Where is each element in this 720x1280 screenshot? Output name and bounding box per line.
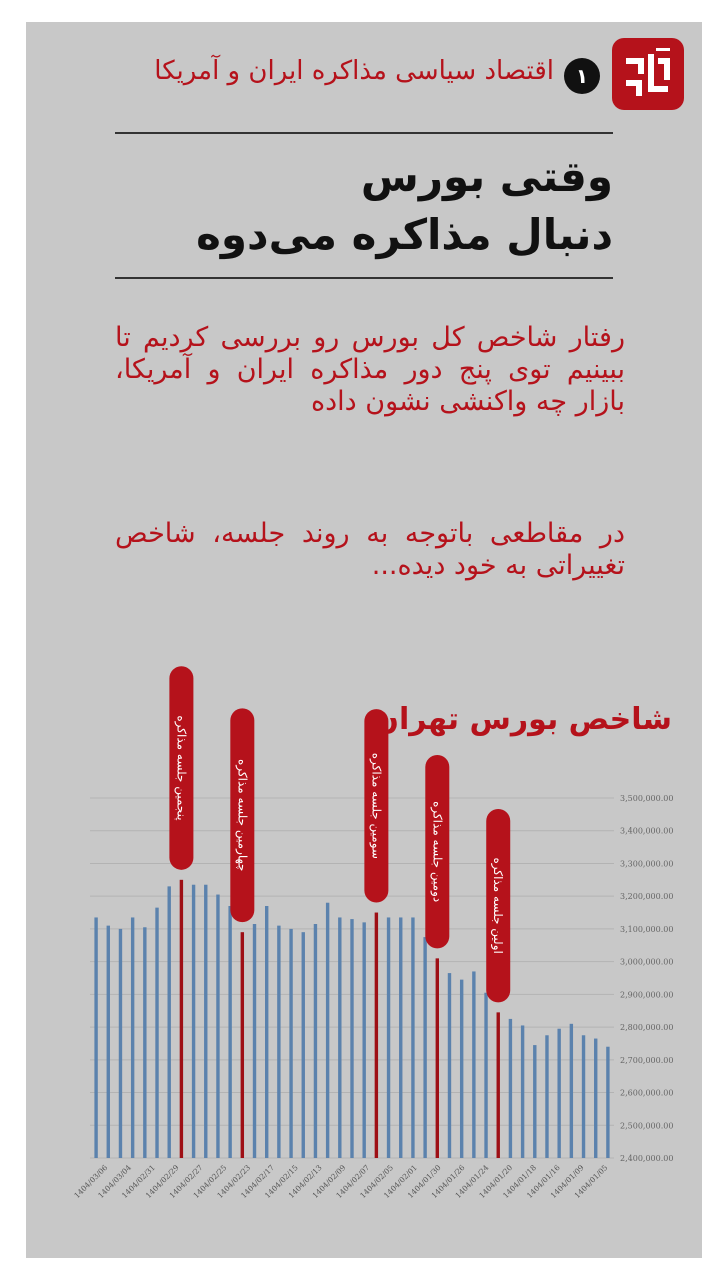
annotation-label: پنجمین جلسه مذاکره — [173, 715, 188, 820]
y-tick-label: 3,500,000.00 — [620, 794, 673, 803]
bar — [264, 906, 269, 1158]
y-tick-label: 3,300,000.00 — [620, 859, 673, 868]
bar — [106, 925, 110, 1158]
divider-top — [115, 132, 613, 134]
bar — [143, 927, 147, 1158]
bar — [484, 992, 488, 1158]
bar — [191, 884, 196, 1158]
bar — [216, 894, 220, 1158]
y-tick-label: 2,500,000.00 — [620, 1121, 673, 1130]
y-tick-label: 2,400,000.00 — [620, 1154, 673, 1163]
bar — [581, 1035, 586, 1158]
y-tick-label: 2,900,000.00 — [620, 990, 673, 999]
bar — [399, 917, 403, 1158]
bar — [204, 884, 208, 1158]
intro-paragraph-2: در مقاطعی باتوجه به روند جلسه، شاخص تغیی… — [115, 518, 625, 581]
bar — [301, 932, 305, 1158]
bar — [94, 917, 98, 1158]
bar — [350, 919, 354, 1158]
bar — [338, 917, 342, 1158]
divider-bottom — [115, 277, 613, 279]
bar — [386, 917, 391, 1158]
bar — [520, 1025, 525, 1158]
bar — [423, 937, 427, 1158]
annotation-pill — [425, 754, 450, 949]
y-tick-label: 3,100,000.00 — [620, 925, 673, 934]
annotation-pill — [486, 808, 511, 1003]
bar — [545, 1035, 549, 1158]
bar — [325, 902, 330, 1158]
bar — [411, 917, 415, 1158]
bar — [277, 925, 281, 1158]
y-tick-label: 3,400,000.00 — [620, 827, 673, 836]
bar — [459, 979, 464, 1158]
headline-line-2: دنبال مذاکره می‌دوه — [196, 210, 613, 259]
bar — [362, 922, 366, 1158]
annotation-pill — [364, 709, 389, 903]
y-tick-label: 2,600,000.00 — [620, 1089, 673, 1098]
highlight-bar — [240, 932, 245, 1158]
bar — [118, 928, 123, 1158]
bar — [252, 924, 257, 1158]
issue-number-badge: ۱ — [564, 58, 600, 94]
bar — [606, 1046, 610, 1158]
y-tick-label: 2,800,000.00 — [620, 1023, 673, 1032]
annotation-pill — [169, 666, 194, 870]
y-tick-label: 2,700,000.00 — [620, 1056, 673, 1065]
bar — [167, 886, 171, 1158]
infographic-page: ۱ اقتصاد سیاسی مذاکره ایران و آمریکا وقت… — [26, 22, 702, 1258]
series-kicker: اقتصاد سیاسی مذاکره ایران و آمریکا — [154, 56, 554, 86]
headline-line-1: وقتی بورس — [360, 152, 613, 201]
bar — [557, 1028, 561, 1158]
bar — [130, 917, 135, 1158]
annotation-label: دومین جلسه مذاکره — [429, 801, 444, 902]
bar — [533, 1045, 537, 1158]
annotation-label: اولین جلسه مذاکره — [490, 857, 505, 953]
y-tick-label: 3,200,000.00 — [620, 892, 673, 901]
bar-chart: 2,400,000.00 2,500,000.00 2,600,000.00 2,70… — [72, 666, 673, 1200]
chart-title: شاخص بورس تهران — [373, 702, 672, 737]
brand-logo-icon — [612, 38, 684, 110]
annotation-label: چهارمین جلسه مذاکره — [234, 759, 249, 871]
bar — [472, 971, 476, 1158]
highlight-bar — [435, 958, 440, 1158]
bar — [569, 1023, 574, 1158]
highlight-bar — [374, 912, 379, 1158]
highlight-bar — [179, 879, 184, 1158]
y-tick-label: 3,000,000.00 — [620, 958, 673, 967]
annotation-label: سومین جلسه مذاکره — [368, 753, 383, 859]
bar — [508, 1018, 513, 1158]
annotation-pill — [230, 708, 255, 923]
bar — [313, 924, 318, 1158]
intro-paragraph-1: رفتار شاخص کل بورس رو بررسی کردیم تا ببی… — [115, 322, 625, 417]
bar — [228, 906, 232, 1158]
highlight-bar — [496, 1012, 500, 1158]
bar — [594, 1038, 598, 1158]
bar — [447, 973, 452, 1158]
bar — [155, 907, 159, 1158]
headline: وقتی بورس دنبال مذاکره می‌دوه — [115, 148, 613, 264]
bar — [289, 928, 293, 1158]
